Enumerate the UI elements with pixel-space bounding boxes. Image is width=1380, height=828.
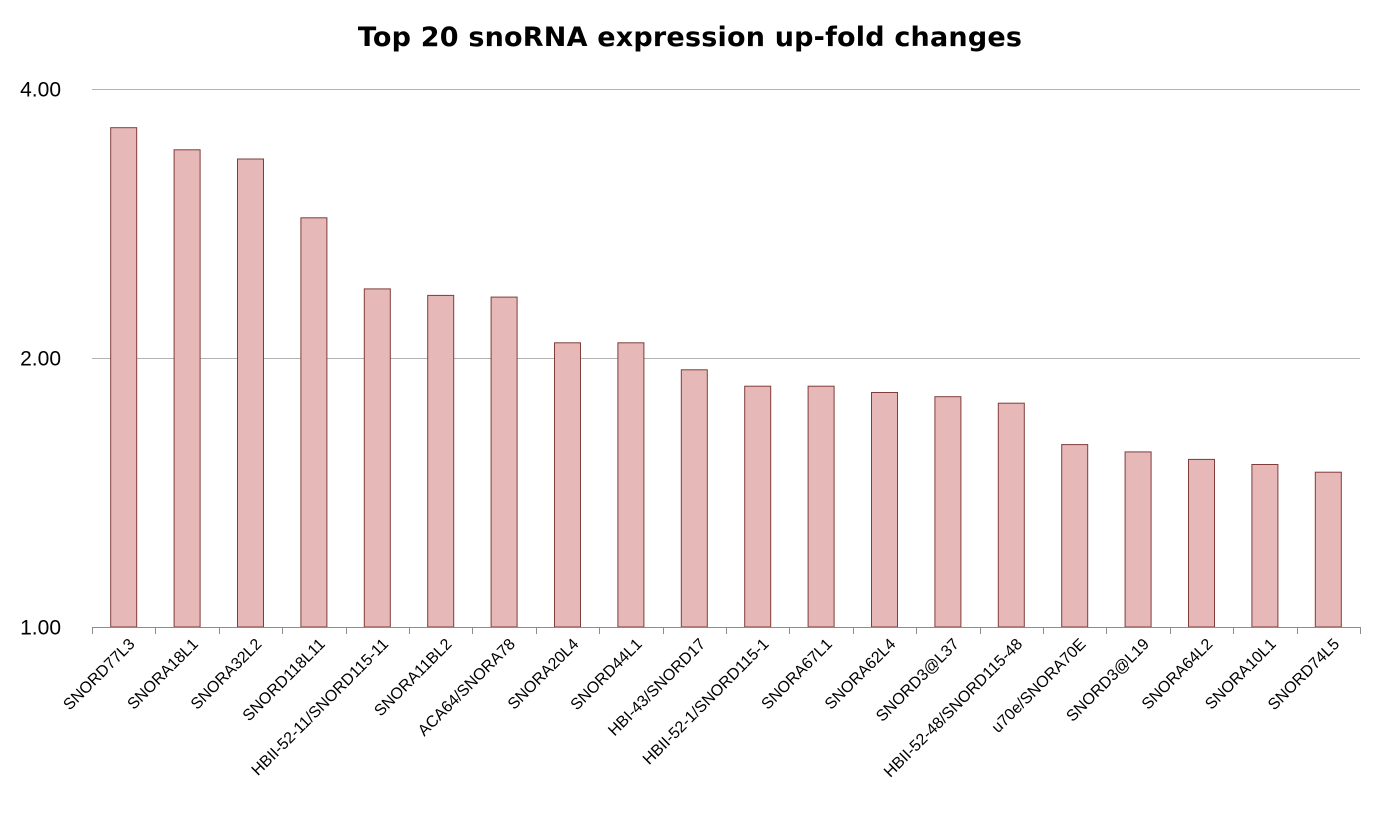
bar: [1061, 444, 1089, 628]
bar: [427, 294, 455, 628]
bar: [173, 149, 201, 628]
bar: [554, 342, 581, 628]
bar: [110, 127, 138, 628]
bars: [110, 127, 1342, 628]
y-tick-label: 1.00: [20, 617, 61, 640]
bar: [363, 288, 391, 628]
bar: [1314, 471, 1342, 628]
bar: [617, 342, 645, 628]
y-tick-label: 2.00: [20, 348, 61, 371]
bar: [1124, 451, 1152, 628]
bar: [1188, 458, 1215, 628]
gridlines: [92, 89, 1360, 359]
bar: [871, 392, 898, 628]
bar: [997, 402, 1025, 628]
bar: [300, 217, 328, 628]
bar: [934, 396, 962, 628]
bar: [807, 385, 835, 628]
bar: [1251, 464, 1279, 628]
x-tick-labels: SNORD77L3SNORA18L1SNORA32L2SNORD118L11HB…: [60, 636, 1343, 781]
chart-title: Top 20 snoRNA expression up-fold changes: [357, 22, 1023, 53]
bar: [237, 158, 264, 628]
bar: [744, 385, 772, 628]
bar: [490, 296, 518, 628]
x-axis: [92, 627, 1361, 634]
y-tick-label: 4.00: [20, 79, 61, 102]
bar: [680, 369, 708, 628]
y-tick-labels: 1.00 2.00 4.00: [20, 79, 61, 640]
x-tick-label: HBII-52-1/SNORD115-1: [640, 636, 773, 769]
